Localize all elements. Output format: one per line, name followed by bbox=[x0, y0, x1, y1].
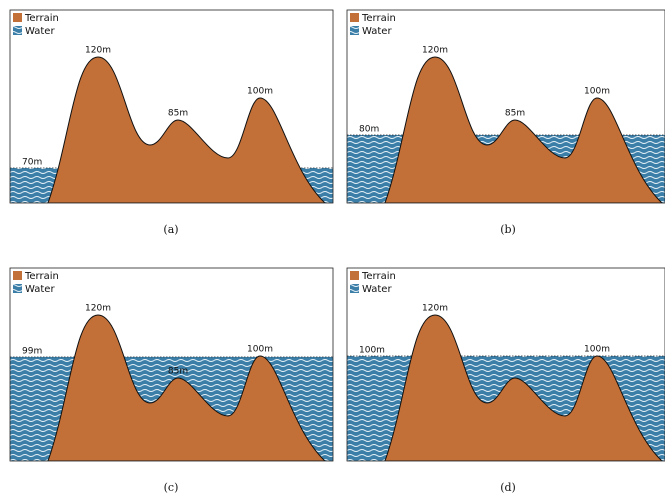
legend-label: Water bbox=[362, 26, 392, 37]
panel: 100m 120m 100m Terrain Water (d) bbox=[347, 268, 665, 494]
plot-area bbox=[347, 10, 665, 203]
legend-terrain-swatch bbox=[350, 271, 359, 280]
peak-label: 120m bbox=[422, 304, 448, 314]
caption: (c) bbox=[164, 481, 179, 494]
legend-label: Terrain bbox=[24, 271, 59, 282]
panel: 99m 120m 85m 100m Terrain Water (c) bbox=[10, 268, 333, 494]
caption: (d) bbox=[500, 481, 516, 494]
peak-label: 85m bbox=[168, 109, 188, 119]
peak-label: 100m bbox=[247, 87, 273, 97]
figure: 70m 120m 85m 100m Terrain Water (a) 80m 120m 85m 1… bbox=[0, 0, 665, 503]
plot-area bbox=[347, 268, 665, 461]
water-level-label: 70m bbox=[22, 157, 42, 167]
legend-label: Water bbox=[25, 284, 55, 295]
legend-water-swatch bbox=[13, 26, 22, 35]
legend-label: Terrain bbox=[361, 271, 396, 282]
plot-area bbox=[10, 10, 333, 203]
peak-label: 85m bbox=[505, 109, 525, 119]
legend-terrain-swatch bbox=[13, 271, 22, 280]
panel: 80m 120m 85m 100m Terrain Water (b) bbox=[347, 10, 665, 236]
peak-label: 100m bbox=[584, 345, 610, 355]
peak-label: 100m bbox=[247, 345, 273, 355]
legend-water-swatch bbox=[350, 26, 359, 35]
peak-label: 120m bbox=[422, 46, 448, 56]
legend-water-swatch bbox=[13, 284, 22, 293]
peak-label: 120m bbox=[85, 46, 111, 56]
caption: (b) bbox=[500, 223, 516, 236]
legend-label: Water bbox=[362, 284, 392, 295]
peak-label: 120m bbox=[85, 304, 111, 314]
water-level-label: 80m bbox=[359, 124, 379, 134]
peak-label: 85m bbox=[168, 367, 188, 377]
legend-water-swatch bbox=[350, 284, 359, 293]
legend-label: Water bbox=[25, 26, 55, 37]
legend-terrain-swatch bbox=[13, 13, 22, 22]
peak-label: 100m bbox=[584, 87, 610, 97]
legend-label: Terrain bbox=[361, 13, 396, 24]
caption: (a) bbox=[163, 223, 178, 236]
water-level-label: 100m bbox=[359, 346, 385, 356]
plot-area bbox=[10, 268, 333, 461]
panel: 70m 120m 85m 100m Terrain Water (a) bbox=[10, 10, 333, 236]
water-level-label: 99m bbox=[22, 346, 42, 356]
legend-terrain-swatch bbox=[350, 13, 359, 22]
legend-label: Terrain bbox=[24, 13, 59, 24]
